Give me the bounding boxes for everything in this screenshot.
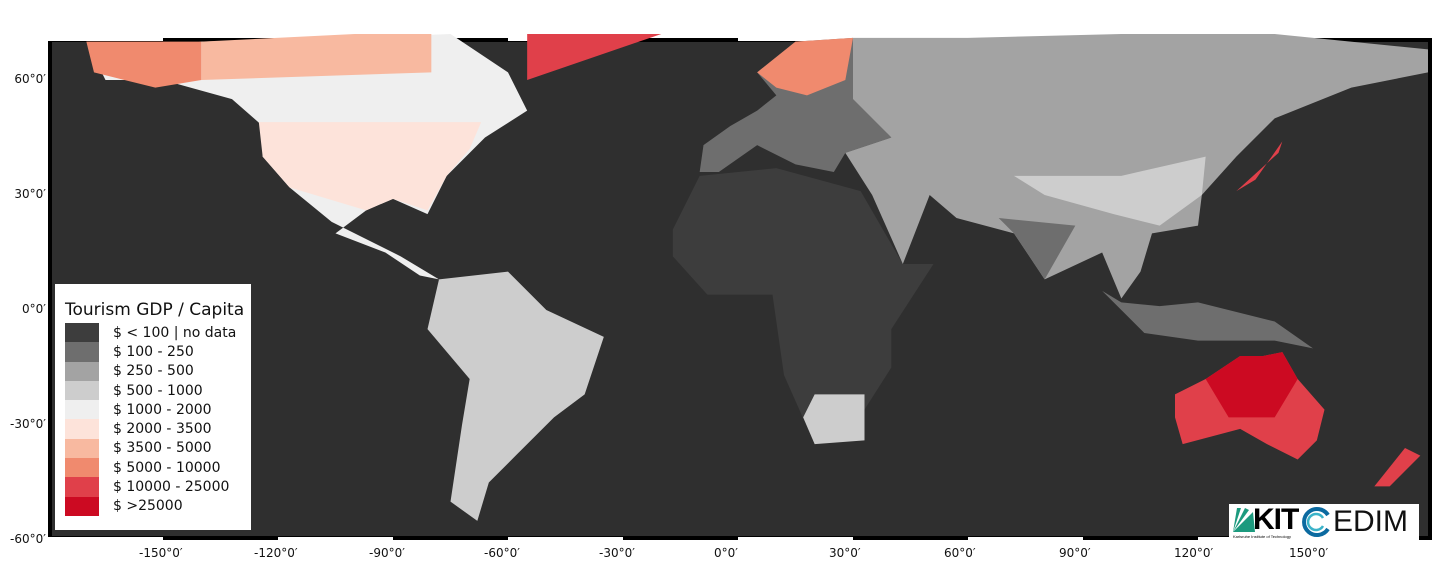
legend-swatch <box>65 400 99 420</box>
legend-swatch <box>65 361 99 381</box>
asia <box>845 34 1428 299</box>
longitude-label: -150°0′ <box>139 546 183 560</box>
kit-fan-icon <box>1233 508 1255 532</box>
latitude-label: 30°0′ <box>14 187 46 201</box>
logos: KIT Karlsruhe Institute of Technology ED… <box>1229 503 1419 540</box>
legend-title: Tourism GDP / Capita <box>65 300 245 320</box>
kit-logo: KIT Karlsruhe Institute of Technology <box>1233 503 1299 539</box>
longitude-label: 30°0′ <box>829 546 861 560</box>
legend-swatch <box>65 342 99 362</box>
northern-australia <box>1205 352 1298 418</box>
cedim-ring-icon <box>1302 507 1330 537</box>
longitude-label: -90°0′ <box>369 546 405 560</box>
longitude-label: 90°0′ <box>1059 546 1091 560</box>
legend-item: $ 10000 - 25000 <box>65 477 243 497</box>
legend-item: $ 5000 - 10000 <box>65 458 243 478</box>
latitude-label: 60°0′ <box>14 72 46 86</box>
new-zealand <box>1374 448 1421 487</box>
legend-swatch <box>65 458 99 478</box>
china <box>1014 156 1206 226</box>
alaska <box>86 41 202 88</box>
india <box>998 218 1076 280</box>
legend-label: $ 500 - 1000 <box>113 382 203 399</box>
legend-swatch <box>65 419 99 439</box>
legend-swatch <box>65 380 99 401</box>
legend-label: $ < 100 | no data <box>113 324 237 341</box>
united-states <box>258 122 482 211</box>
legend-swatch <box>65 477 99 497</box>
legend-label: $ 1000 - 2000 <box>113 401 212 418</box>
longitude-label: 60°0′ <box>944 546 976 560</box>
longitude-label: 150°0′ <box>1289 546 1329 560</box>
legend-item: $ 250 - 500 <box>65 361 243 381</box>
south-america <box>427 271 604 521</box>
greenland <box>527 34 662 80</box>
legend-swatch <box>65 323 99 343</box>
africa <box>672 168 934 445</box>
latitude-label: 0°0′ <box>22 302 46 316</box>
longitude-label: -120°0′ <box>254 546 298 560</box>
longitude-label: -30°0′ <box>599 546 635 560</box>
latitude-label: -60°0′ <box>10 532 46 546</box>
legend-item: $ < 100 | no data <box>65 323 243 343</box>
legend-label: $ 3500 - 5000 <box>113 440 212 457</box>
longitude-label: 120°0′ <box>1174 546 1214 560</box>
legend-item: $ 1000 - 2000 <box>65 400 243 420</box>
legend-item: $ 500 - 1000 <box>65 380 243 401</box>
indonesia <box>1102 290 1313 349</box>
longitude-label: 0°0′ <box>714 546 738 560</box>
legend-label: $ 250 - 500 <box>113 363 194 380</box>
legend-item: $ 100 - 250 <box>65 342 243 362</box>
scandinavia <box>757 37 853 96</box>
legend-item: $ 2000 - 3500 <box>65 419 243 439</box>
southern-africa <box>803 394 865 445</box>
legend-label: $ 5000 - 10000 <box>113 459 221 476</box>
legend: Tourism GDP / Capita $ < 100 | no data $ … <box>55 284 251 530</box>
cedim-logo: EDIM <box>1301 505 1408 539</box>
legend-swatch <box>65 496 99 516</box>
legend-item: $ >25000 <box>65 496 243 516</box>
legend-label: $ >25000 <box>113 498 183 515</box>
legend-label: $ 10000 - 25000 <box>113 479 230 496</box>
longitude-label: -60°0′ <box>484 546 520 560</box>
northern-canada <box>201 34 432 80</box>
legend-swatch <box>65 438 99 459</box>
legend-label: $ 100 - 250 <box>113 343 194 360</box>
legend-item: $ 3500 - 5000 <box>65 438 243 459</box>
legend-label: $ 2000 - 3500 <box>113 421 212 438</box>
latitude-label: -30°0′ <box>10 417 46 431</box>
